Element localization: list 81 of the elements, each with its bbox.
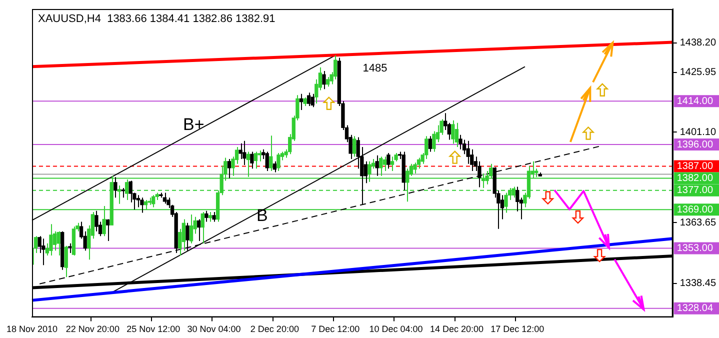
candlestick: [310, 93, 314, 108]
candlestick: [254, 151, 258, 170]
candlestick: [49, 224, 53, 256]
candlestick: [375, 154, 379, 176]
candlestick: [250, 151, 254, 170]
x-tick-label: 25 Nov 12:00: [126, 324, 180, 334]
ref-line-label: 1382.00: [676, 173, 714, 184]
ref-line-label: 1387.00: [676, 160, 714, 172]
candlestick: [128, 180, 132, 203]
candlestick: [428, 136, 432, 152]
y-tick-label: 1425.95: [680, 67, 716, 78]
candlestick: [94, 210, 98, 232]
candlestick: [379, 156, 383, 176]
candlestick: [454, 122, 459, 148]
ref-line-label: 1369.00: [676, 204, 714, 216]
candlestick: [382, 156, 386, 172]
candlestick: [227, 158, 232, 179]
candlestick: [212, 212, 216, 222]
candlestick: [416, 157, 421, 170]
candlestick: [276, 152, 280, 172]
candlestick: [136, 194, 140, 208]
candlestick: [413, 162, 417, 174]
candlestick: [152, 194, 156, 208]
x-tick-label: 2 Dec 20:00: [250, 324, 299, 334]
candlestick: [390, 156, 394, 172]
candlestick: [106, 218, 110, 242]
candlestick: [451, 120, 455, 144]
candlestick: [140, 197, 144, 214]
candlestick: [432, 130, 436, 152]
candlestick: [200, 212, 204, 244]
candlestick: [269, 135, 273, 172]
x-tick-label: 17 Dec 12:00: [490, 324, 544, 334]
annotation: B: [256, 206, 268, 225]
candlestick: [114, 176, 118, 198]
candlestick: [516, 186, 520, 212]
candlestick: [326, 76, 330, 88]
candlestick: [258, 150, 262, 162]
x-tick-label: 18 Nov 2010: [6, 324, 58, 334]
x-tick-label: 14 Dec 20:00: [430, 324, 484, 334]
candlestick: [204, 210, 208, 222]
candlestick: [462, 139, 466, 155]
annotation: 1485: [362, 62, 388, 75]
x-tick-label: 10 Dec 04:00: [369, 324, 423, 334]
candlestick: [189, 214, 194, 244]
candlestick: [64, 245, 68, 278]
candlestick: [444, 112, 448, 131]
x-tick-label: 30 Nov 04:00: [187, 324, 241, 334]
candlestick: [182, 218, 186, 252]
x-tick-label: 7 Dec 12:00: [311, 324, 360, 334]
ref-line-label: 1396.00: [676, 139, 714, 150]
candlestick: [265, 151, 269, 172]
y-tick-label: 1363.65: [680, 217, 716, 228]
candlestick: [68, 242, 72, 254]
x-tick-label: 22 Nov 20:00: [66, 324, 120, 334]
y-tick-label: 1401.10: [680, 126, 716, 138]
ref-line-label: 1353.00: [676, 242, 714, 254]
candlestick: [42, 238, 46, 266]
candlestick: [466, 140, 470, 164]
ref-line-label: 1377.00: [676, 185, 714, 196]
annotation: B+: [182, 115, 204, 134]
candlestick: [162, 192, 167, 204]
candlestick: [322, 70, 326, 90]
candlestick: [334, 54, 338, 80]
candlestick: [272, 160, 277, 173]
candlestick: [121, 187, 125, 198]
candlestick: [306, 92, 311, 106]
ref-line-label: 1414.00: [676, 96, 714, 107]
candlestick: [186, 222, 190, 252]
candlestick: [386, 152, 390, 170]
candlestick: [56, 230, 60, 256]
candlestick: [352, 136, 356, 158]
candlestick: [197, 218, 201, 242]
candlestick: [458, 134, 462, 150]
candlestick: [364, 160, 368, 184]
ref-line-label: 1328.04: [676, 303, 714, 314]
candlestick: [478, 160, 482, 188]
y-tick-label: 1438.20: [680, 38, 716, 49]
candlestick: [242, 140, 246, 166]
chart-title: XAUUSD,H4 1383.66 1384.41 1382.86 1382.91: [38, 13, 276, 26]
y-tick-label: 1338.45: [680, 278, 716, 290]
candlestick: [208, 212, 212, 222]
